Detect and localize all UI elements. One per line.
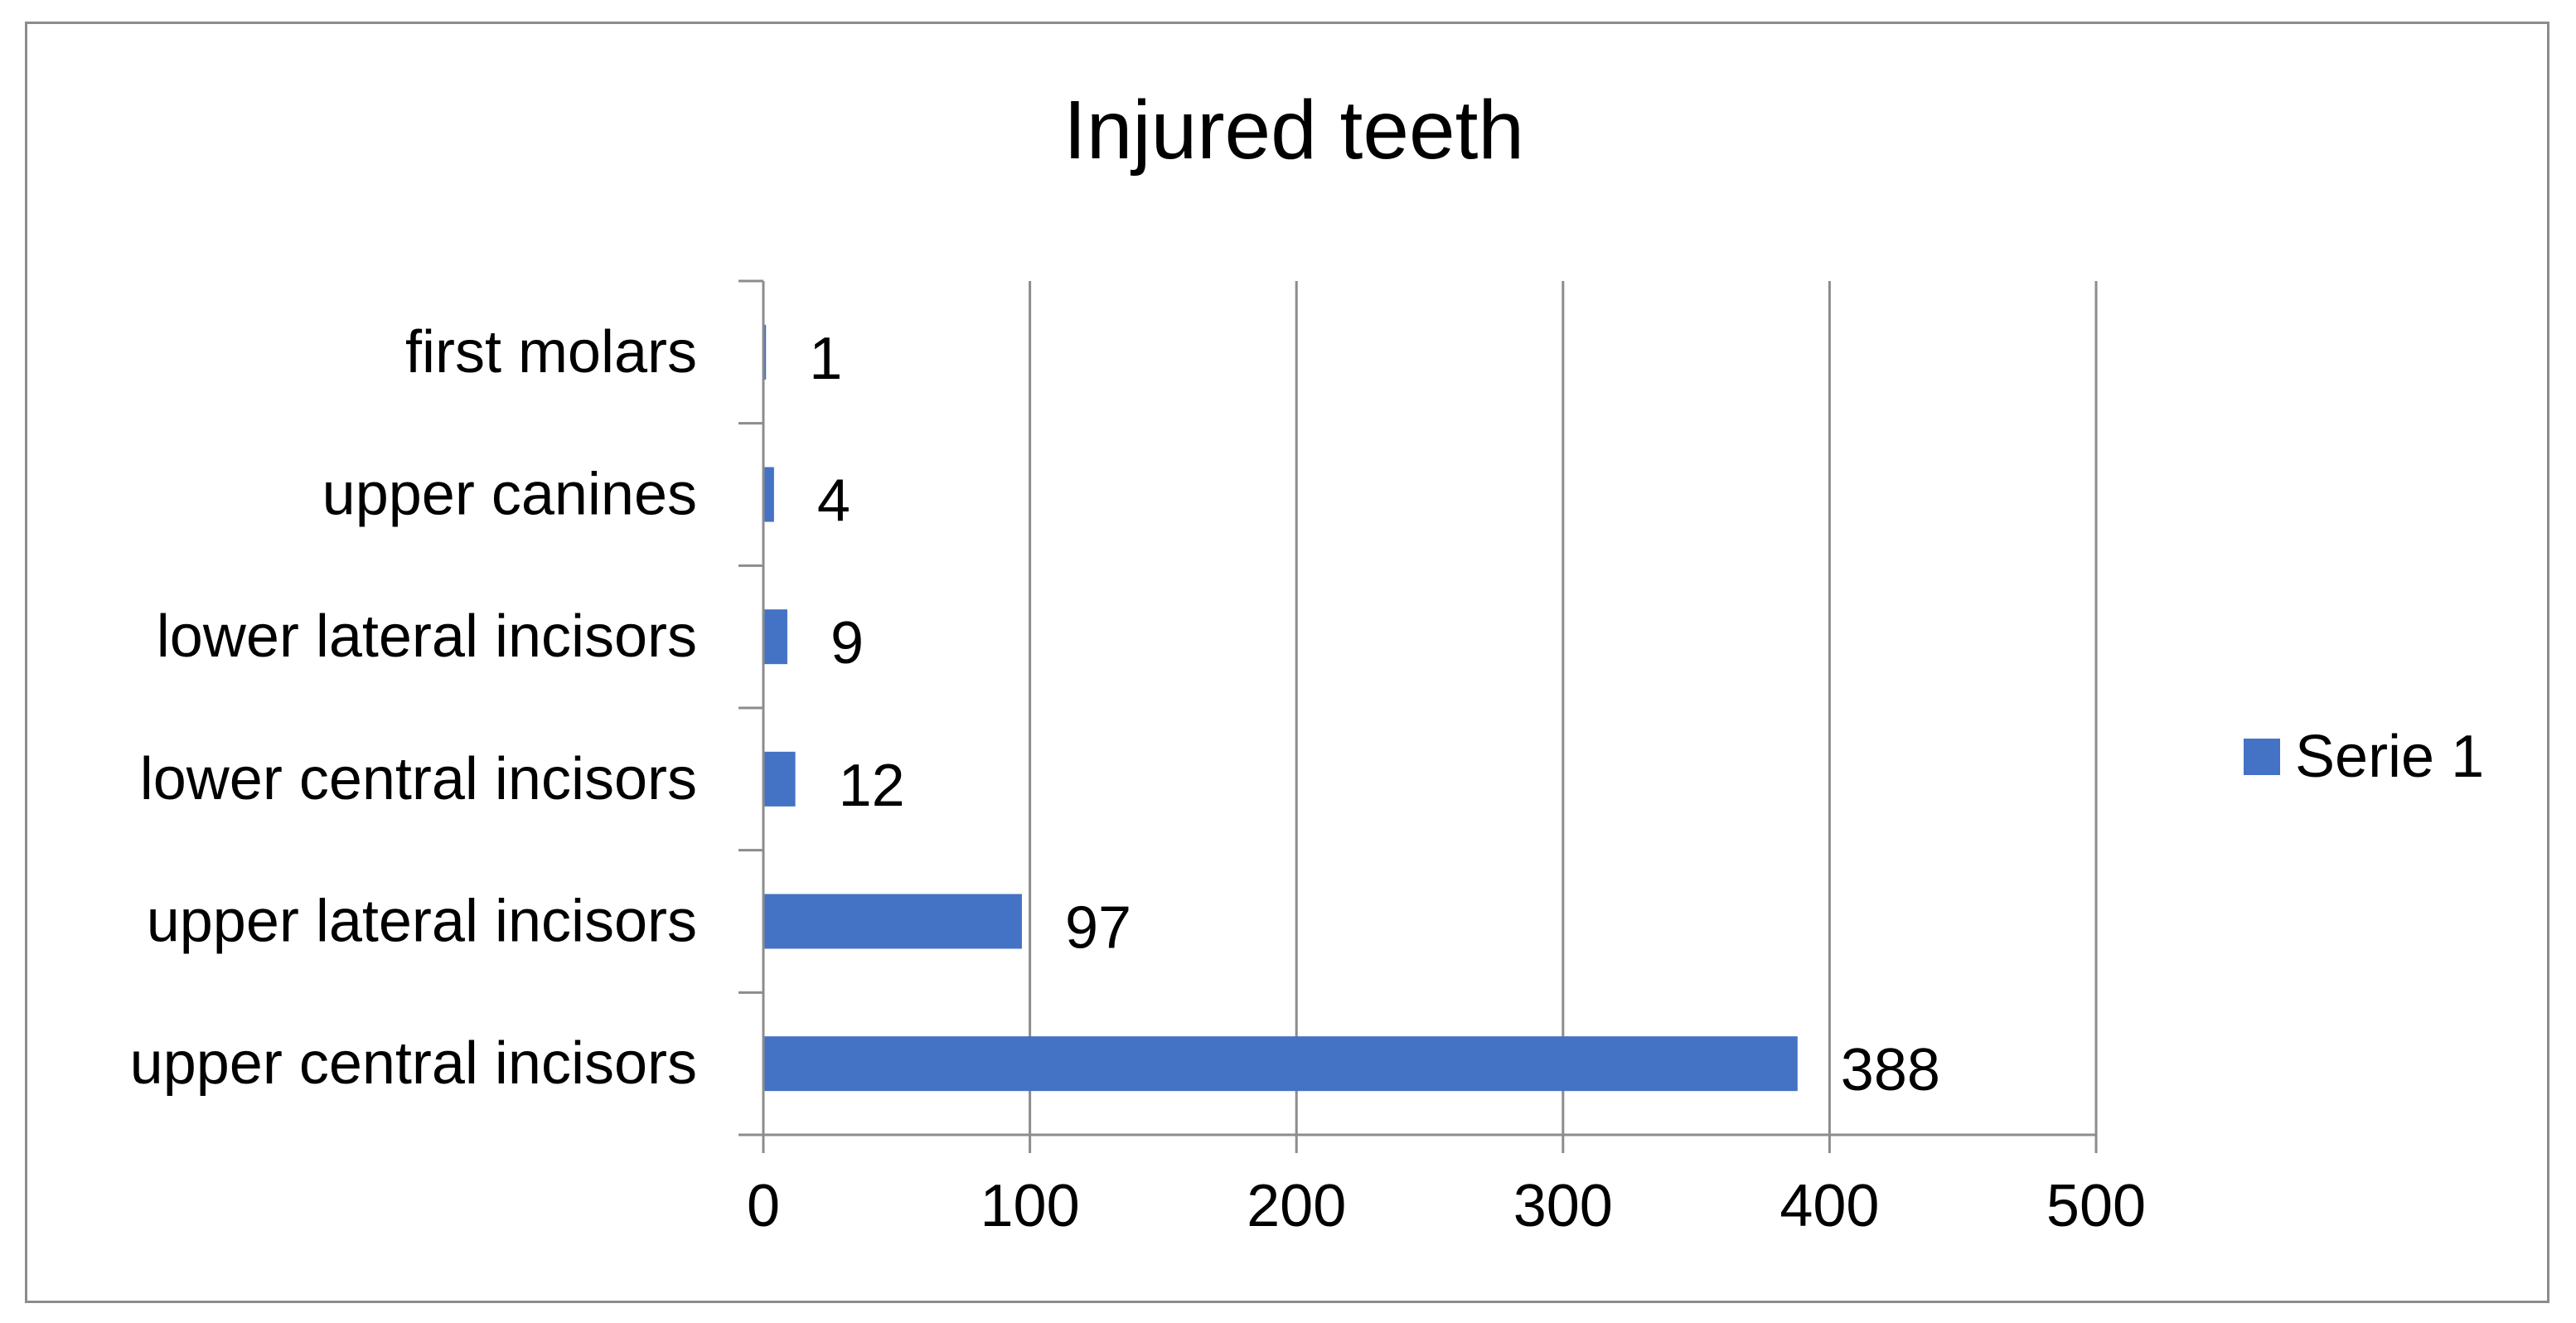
data-label: 1 <box>809 326 842 392</box>
legend: Serie 1 <box>2244 724 2484 790</box>
x-tick-label: 400 <box>1779 1173 1879 1239</box>
x-tick-label: 300 <box>1513 1173 1613 1239</box>
chart-frame: Injured teeth 0 100 200 300 400 500 upper cent… <box>25 22 2549 1303</box>
bar <box>763 894 1022 949</box>
category-label: lower lateral incisors <box>157 603 697 670</box>
axes <box>738 279 2098 1153</box>
bar <box>763 467 774 522</box>
category-label: upper central incisors <box>130 1030 697 1097</box>
chart-title: Injured teeth <box>1063 84 1524 177</box>
labels: 0 100 200 300 400 500 upper central incisors 38… <box>130 319 2146 1239</box>
legend-label: Serie 1 <box>2295 724 2484 790</box>
bar <box>763 324 767 380</box>
x-tick-label: 100 <box>981 1173 1080 1239</box>
gridlines <box>1029 281 2098 1135</box>
category-label: first molars <box>405 319 697 385</box>
bar <box>763 609 787 665</box>
category-label: upper canines <box>322 462 697 528</box>
data-label: 9 <box>830 610 864 676</box>
category-label: lower central incisors <box>140 746 697 812</box>
data-label: 388 <box>1841 1037 1940 1103</box>
category-label: upper lateral incisors <box>147 889 697 955</box>
bar <box>763 1036 1798 1092</box>
injured-teeth-bar-chart: Injured teeth 0 100 200 300 400 500 upper cent… <box>130 84 2484 1239</box>
data-label: 4 <box>817 468 850 535</box>
bars <box>763 324 1798 1092</box>
x-tick-label: 500 <box>2046 1173 2146 1239</box>
data-label: 97 <box>1065 895 1131 962</box>
bar <box>763 751 796 807</box>
data-label: 12 <box>839 753 905 819</box>
x-tick-label: 200 <box>1247 1173 1346 1239</box>
legend-swatch <box>2244 739 2280 775</box>
x-tick-label: 0 <box>747 1173 780 1239</box>
